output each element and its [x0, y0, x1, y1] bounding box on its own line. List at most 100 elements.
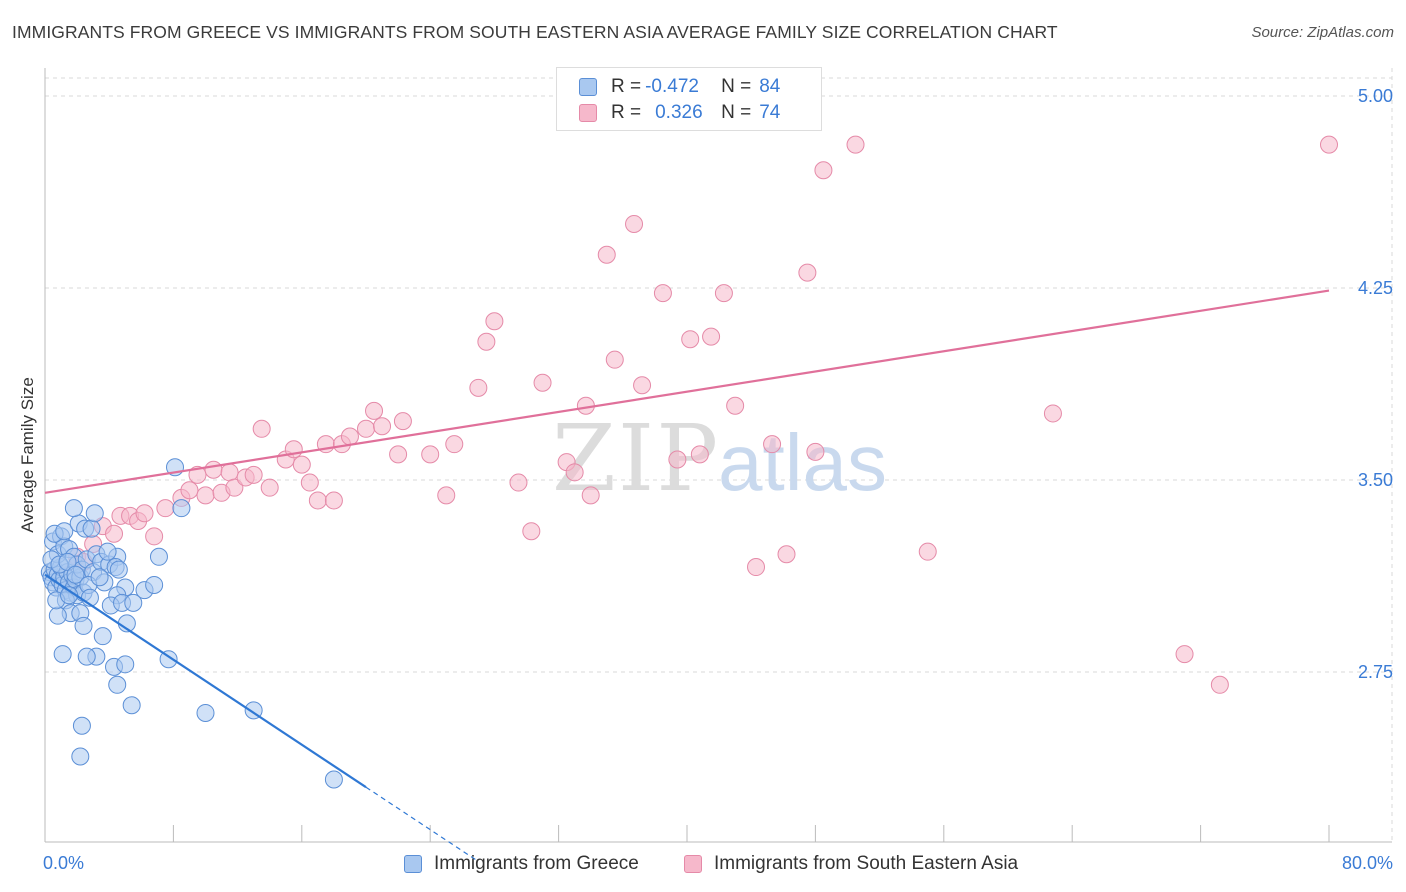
- point-south-eastern-asia: [747, 558, 766, 577]
- point-south-eastern-asia: [393, 412, 412, 431]
- point-south-eastern-asia: [156, 499, 175, 518]
- point-greece: [324, 770, 343, 789]
- point-south-eastern-asia: [485, 312, 504, 331]
- point-greece: [93, 627, 112, 646]
- point-south-eastern-asia: [1043, 404, 1062, 423]
- point-greece: [66, 565, 85, 584]
- correlation-legend: R = -0.472 N = 84 R = 0.326 N = 74: [556, 67, 822, 131]
- point-south-eastern-asia: [533, 373, 552, 392]
- point-greece: [58, 552, 77, 571]
- point-south-eastern-asia: [105, 524, 124, 543]
- chart-title: IMMIGRANTS FROM GREECE VS IMMIGRANTS FRO…: [12, 22, 1058, 42]
- point-south-eastern-asia: [469, 378, 488, 397]
- point-greece: [90, 568, 109, 587]
- point-greece: [124, 593, 143, 612]
- point-south-eastern-asia: [798, 263, 817, 282]
- point-south-eastern-asia: [581, 486, 600, 505]
- point-south-eastern-asia: [308, 491, 327, 510]
- legend-row-greece: R = -0.472 N = 84: [579, 75, 780, 99]
- trend-line-greece-extension: [365, 786, 479, 862]
- point-south-eastern-asia: [437, 486, 456, 505]
- bottom-legend-greece: Immigrants from Greece: [404, 852, 639, 876]
- y-tick-label: 5.00: [1358, 86, 1393, 106]
- point-greece: [71, 747, 90, 766]
- trend-line-greece: [44, 573, 367, 789]
- point-south-eastern-asia: [145, 527, 164, 546]
- point-south-eastern-asia: [244, 465, 263, 484]
- point-greece: [74, 616, 93, 635]
- watermark-atlas: atlas: [718, 418, 887, 507]
- point-greece: [53, 645, 72, 664]
- point-south-eastern-asia: [918, 542, 937, 561]
- point-south-eastern-asia: [300, 473, 319, 492]
- bottom-legend-sea: Immigrants from South Eastern Asia: [684, 852, 1018, 876]
- point-south-eastern-asia: [509, 473, 528, 492]
- point-greece: [85, 504, 104, 523]
- point-greece: [145, 575, 164, 594]
- point-south-eastern-asia: [1320, 135, 1338, 154]
- point-south-eastern-asia: [806, 442, 825, 461]
- point-south-eastern-asia: [653, 284, 672, 303]
- point-south-eastern-asia: [204, 460, 223, 479]
- legend-swatch-greece: [579, 78, 597, 96]
- legend-r-label: R =: [611, 102, 642, 123]
- point-greece: [122, 696, 141, 715]
- legend-r-value: -0.472: [645, 76, 699, 97]
- point-south-eastern-asia: [324, 491, 343, 510]
- point-south-eastern-asia: [180, 481, 199, 500]
- legend-swatch-sea: [684, 855, 702, 873]
- point-south-eastern-asia: [252, 419, 271, 438]
- point-south-eastern-asia: [225, 478, 244, 497]
- point-south-eastern-asia: [196, 486, 215, 505]
- point-south-eastern-asia: [690, 445, 709, 464]
- point-greece: [109, 560, 128, 579]
- point-greece: [149, 547, 168, 566]
- watermark-zip: ZIP: [552, 405, 720, 512]
- y-tick-label: 2.75: [1358, 662, 1393, 682]
- point-south-eastern-asia: [565, 463, 584, 482]
- point-greece: [64, 499, 83, 518]
- point-south-eastern-asia: [340, 427, 359, 446]
- tick-labels: 5.00 4.25 3.50 2.75 0.0% 80.0%: [43, 86, 1393, 873]
- points-greece: [40, 458, 343, 789]
- point-south-eastern-asia: [726, 396, 745, 415]
- point-south-eastern-asia: [445, 435, 464, 454]
- point-south-eastern-asia: [477, 332, 496, 351]
- point-south-eastern-asia: [389, 445, 408, 464]
- point-south-eastern-asia: [373, 417, 392, 436]
- axes: [44, 68, 1392, 843]
- points-south-eastern-asia: [60, 135, 1338, 694]
- point-greece: [98, 542, 117, 561]
- point-south-eastern-asia: [135, 504, 154, 523]
- x-tick-label-end: 80.0%: [1342, 853, 1393, 873]
- point-greece: [82, 519, 101, 538]
- x-tick-label-start: 0.0%: [43, 853, 84, 873]
- point-greece: [172, 499, 191, 518]
- point-greece: [196, 703, 215, 722]
- point-south-eastern-asia: [846, 135, 865, 154]
- point-south-eastern-asia: [421, 445, 440, 464]
- source-label: Source: ZipAtlas.com: [1251, 24, 1394, 41]
- y-tick-label: 3.50: [1358, 470, 1393, 490]
- point-south-eastern-asia: [633, 376, 652, 395]
- point-south-eastern-asia: [260, 478, 279, 497]
- point-south-eastern-asia: [605, 350, 624, 369]
- point-greece: [108, 675, 127, 694]
- point-greece: [77, 647, 96, 666]
- y-tick-label: 4.25: [1358, 278, 1393, 298]
- trend-line-south-eastern-asia: [44, 289, 1330, 494]
- point-south-eastern-asia: [814, 161, 833, 180]
- legend-n-value: 84: [759, 76, 781, 97]
- point-south-eastern-asia: [1210, 675, 1229, 694]
- point-greece: [48, 606, 67, 625]
- legend-swatch-sea: [579, 104, 597, 122]
- legend-label-greece: Immigrants from Greece: [434, 853, 639, 874]
- legend-n-value: 74: [759, 102, 781, 123]
- legend-r-label: R =: [611, 76, 642, 97]
- point-south-eastern-asia: [763, 435, 782, 454]
- point-greece: [55, 522, 74, 541]
- point-south-eastern-asia: [714, 284, 733, 303]
- point-south-eastern-asia: [777, 545, 796, 564]
- point-greece: [116, 655, 135, 674]
